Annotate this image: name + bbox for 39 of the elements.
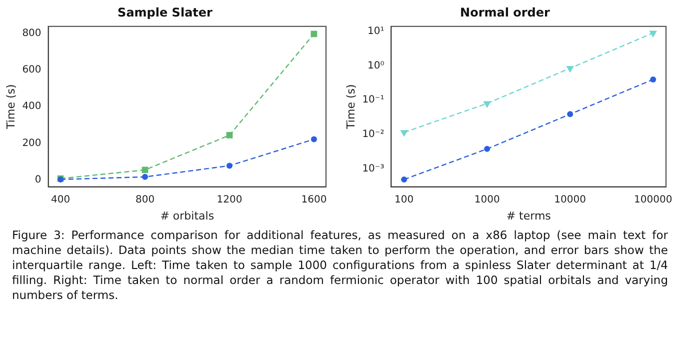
x-axis-title: # terms [506, 209, 552, 222]
x-tick-label: 100 [394, 194, 414, 206]
chart-title: Sample Slater [118, 5, 213, 20]
point [484, 146, 490, 152]
x-tick-label: 10000 [554, 194, 586, 206]
y-tick-label: 400 [22, 101, 42, 112]
point [566, 66, 574, 73]
x-tick-label: 100000 [634, 194, 672, 206]
chart-title: Normal order [460, 5, 550, 20]
point [401, 176, 408, 182]
y-tick-label: 10⁻³ [362, 163, 384, 174]
point [226, 132, 233, 138]
point [310, 30, 318, 38]
y-tick-label: 800 [22, 28, 42, 39]
y-tick-label: 10⁻¹ [362, 94, 384, 106]
point [400, 130, 408, 137]
point [142, 174, 148, 180]
x-tick-label: 1600 [301, 194, 327, 206]
y-axis-title: Time (s) [344, 84, 358, 130]
x-tick-label: 800 [135, 194, 155, 206]
point [650, 76, 656, 82]
y-tick-label: 0 [34, 174, 42, 186]
y-tick-label: 200 [22, 138, 42, 149]
caption: Figure 3: Performance comparison for additional features, as measured on a x86 laptop (see main text for machine details). Data points show the median time taken to perform the operation, and error bars show the interquartile range. Left: Time taken to sample 1000 configurations from a spinless Slater determinant at 1/4 filling. Right: Time taken to normal order a random fermionic operator with 100 spatial orbitals and varying numbers of terms. [12, 228, 668, 303]
point [310, 136, 317, 142]
y-tick-label: 10⁻² [362, 129, 384, 140]
point [649, 30, 658, 38]
point [226, 162, 232, 169]
y-axis-title: Time (s) [4, 84, 18, 130]
x-tick-label: 400 [50, 194, 70, 206]
y-tick-label: 10⁰ [367, 60, 384, 72]
x-tick-label: 1200 [216, 194, 242, 206]
y-tick-label: 600 [22, 64, 42, 76]
point [483, 101, 491, 108]
point [567, 111, 574, 118]
x-axis-title: # orbitals [160, 209, 214, 222]
point [142, 166, 148, 174]
y-tick-label: 10¹ [367, 26, 384, 38]
x-tick-label: 1000 [474, 194, 500, 206]
